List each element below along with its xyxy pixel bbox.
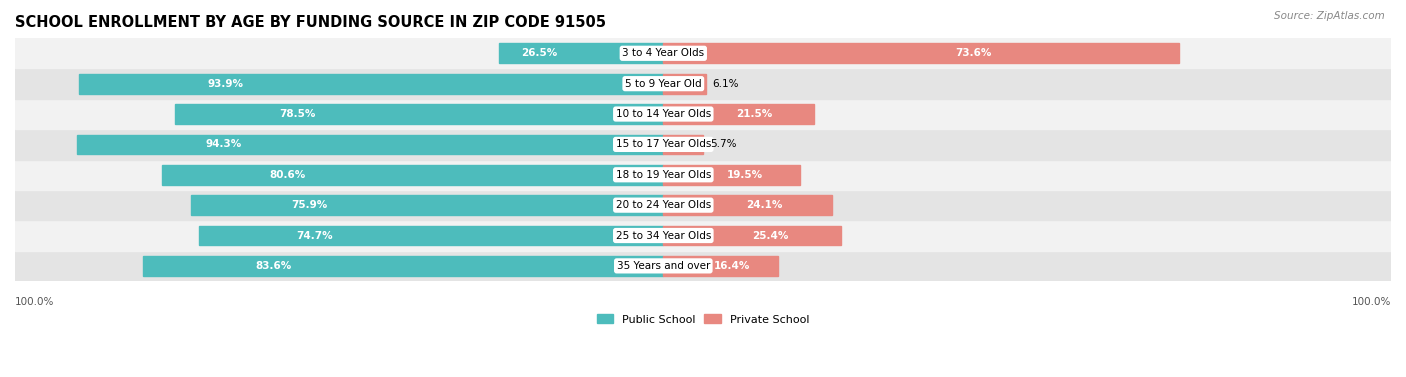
Bar: [143, 256, 664, 276]
Bar: [15, 190, 1391, 220]
Text: 100.0%: 100.0%: [15, 297, 55, 307]
Bar: [15, 220, 1391, 251]
Text: 6.1%: 6.1%: [713, 79, 740, 89]
Bar: [499, 43, 664, 63]
Text: 15 to 17 Year Olds: 15 to 17 Year Olds: [616, 139, 711, 149]
Bar: [664, 43, 1180, 63]
Bar: [162, 165, 664, 185]
Text: 100.0%: 100.0%: [1351, 297, 1391, 307]
Bar: [664, 226, 841, 245]
Text: 94.3%: 94.3%: [205, 139, 242, 149]
Text: 21.5%: 21.5%: [735, 109, 772, 119]
Bar: [15, 129, 1391, 159]
Text: 25.4%: 25.4%: [752, 230, 789, 241]
Bar: [79, 74, 664, 93]
Bar: [15, 159, 1391, 190]
Text: 5 to 9 Year Old: 5 to 9 Year Old: [626, 79, 702, 89]
Bar: [664, 135, 703, 154]
Legend: Public School, Private School: Public School, Private School: [592, 310, 814, 329]
Text: 73.6%: 73.6%: [955, 48, 991, 58]
Text: 24.1%: 24.1%: [747, 200, 783, 210]
Text: Source: ZipAtlas.com: Source: ZipAtlas.com: [1274, 11, 1385, 21]
Text: 3 to 4 Year Olds: 3 to 4 Year Olds: [623, 48, 704, 58]
Text: 26.5%: 26.5%: [522, 48, 558, 58]
Bar: [664, 104, 814, 124]
Bar: [176, 104, 664, 124]
Text: 75.9%: 75.9%: [291, 200, 328, 210]
Bar: [15, 69, 1391, 99]
Text: 93.9%: 93.9%: [207, 79, 243, 89]
Bar: [664, 256, 779, 276]
Text: 19.5%: 19.5%: [727, 170, 763, 180]
Text: 5.7%: 5.7%: [710, 139, 737, 149]
Bar: [15, 38, 1391, 69]
Text: 25 to 34 Year Olds: 25 to 34 Year Olds: [616, 230, 711, 241]
Bar: [191, 195, 664, 215]
Text: 20 to 24 Year Olds: 20 to 24 Year Olds: [616, 200, 711, 210]
Text: 78.5%: 78.5%: [278, 109, 315, 119]
Text: 74.7%: 74.7%: [297, 230, 333, 241]
Text: SCHOOL ENROLLMENT BY AGE BY FUNDING SOURCE IN ZIP CODE 91505: SCHOOL ENROLLMENT BY AGE BY FUNDING SOUR…: [15, 15, 606, 30]
Bar: [664, 165, 800, 185]
Text: 10 to 14 Year Olds: 10 to 14 Year Olds: [616, 109, 711, 119]
Bar: [198, 226, 664, 245]
Text: 80.6%: 80.6%: [270, 170, 305, 180]
Bar: [15, 99, 1391, 129]
Bar: [15, 251, 1391, 281]
Text: 35 Years and over: 35 Years and over: [617, 261, 710, 271]
Text: 16.4%: 16.4%: [714, 261, 751, 271]
Bar: [664, 195, 832, 215]
Text: 18 to 19 Year Olds: 18 to 19 Year Olds: [616, 170, 711, 180]
Bar: [664, 74, 706, 93]
Bar: [77, 135, 664, 154]
Text: 83.6%: 83.6%: [256, 261, 291, 271]
